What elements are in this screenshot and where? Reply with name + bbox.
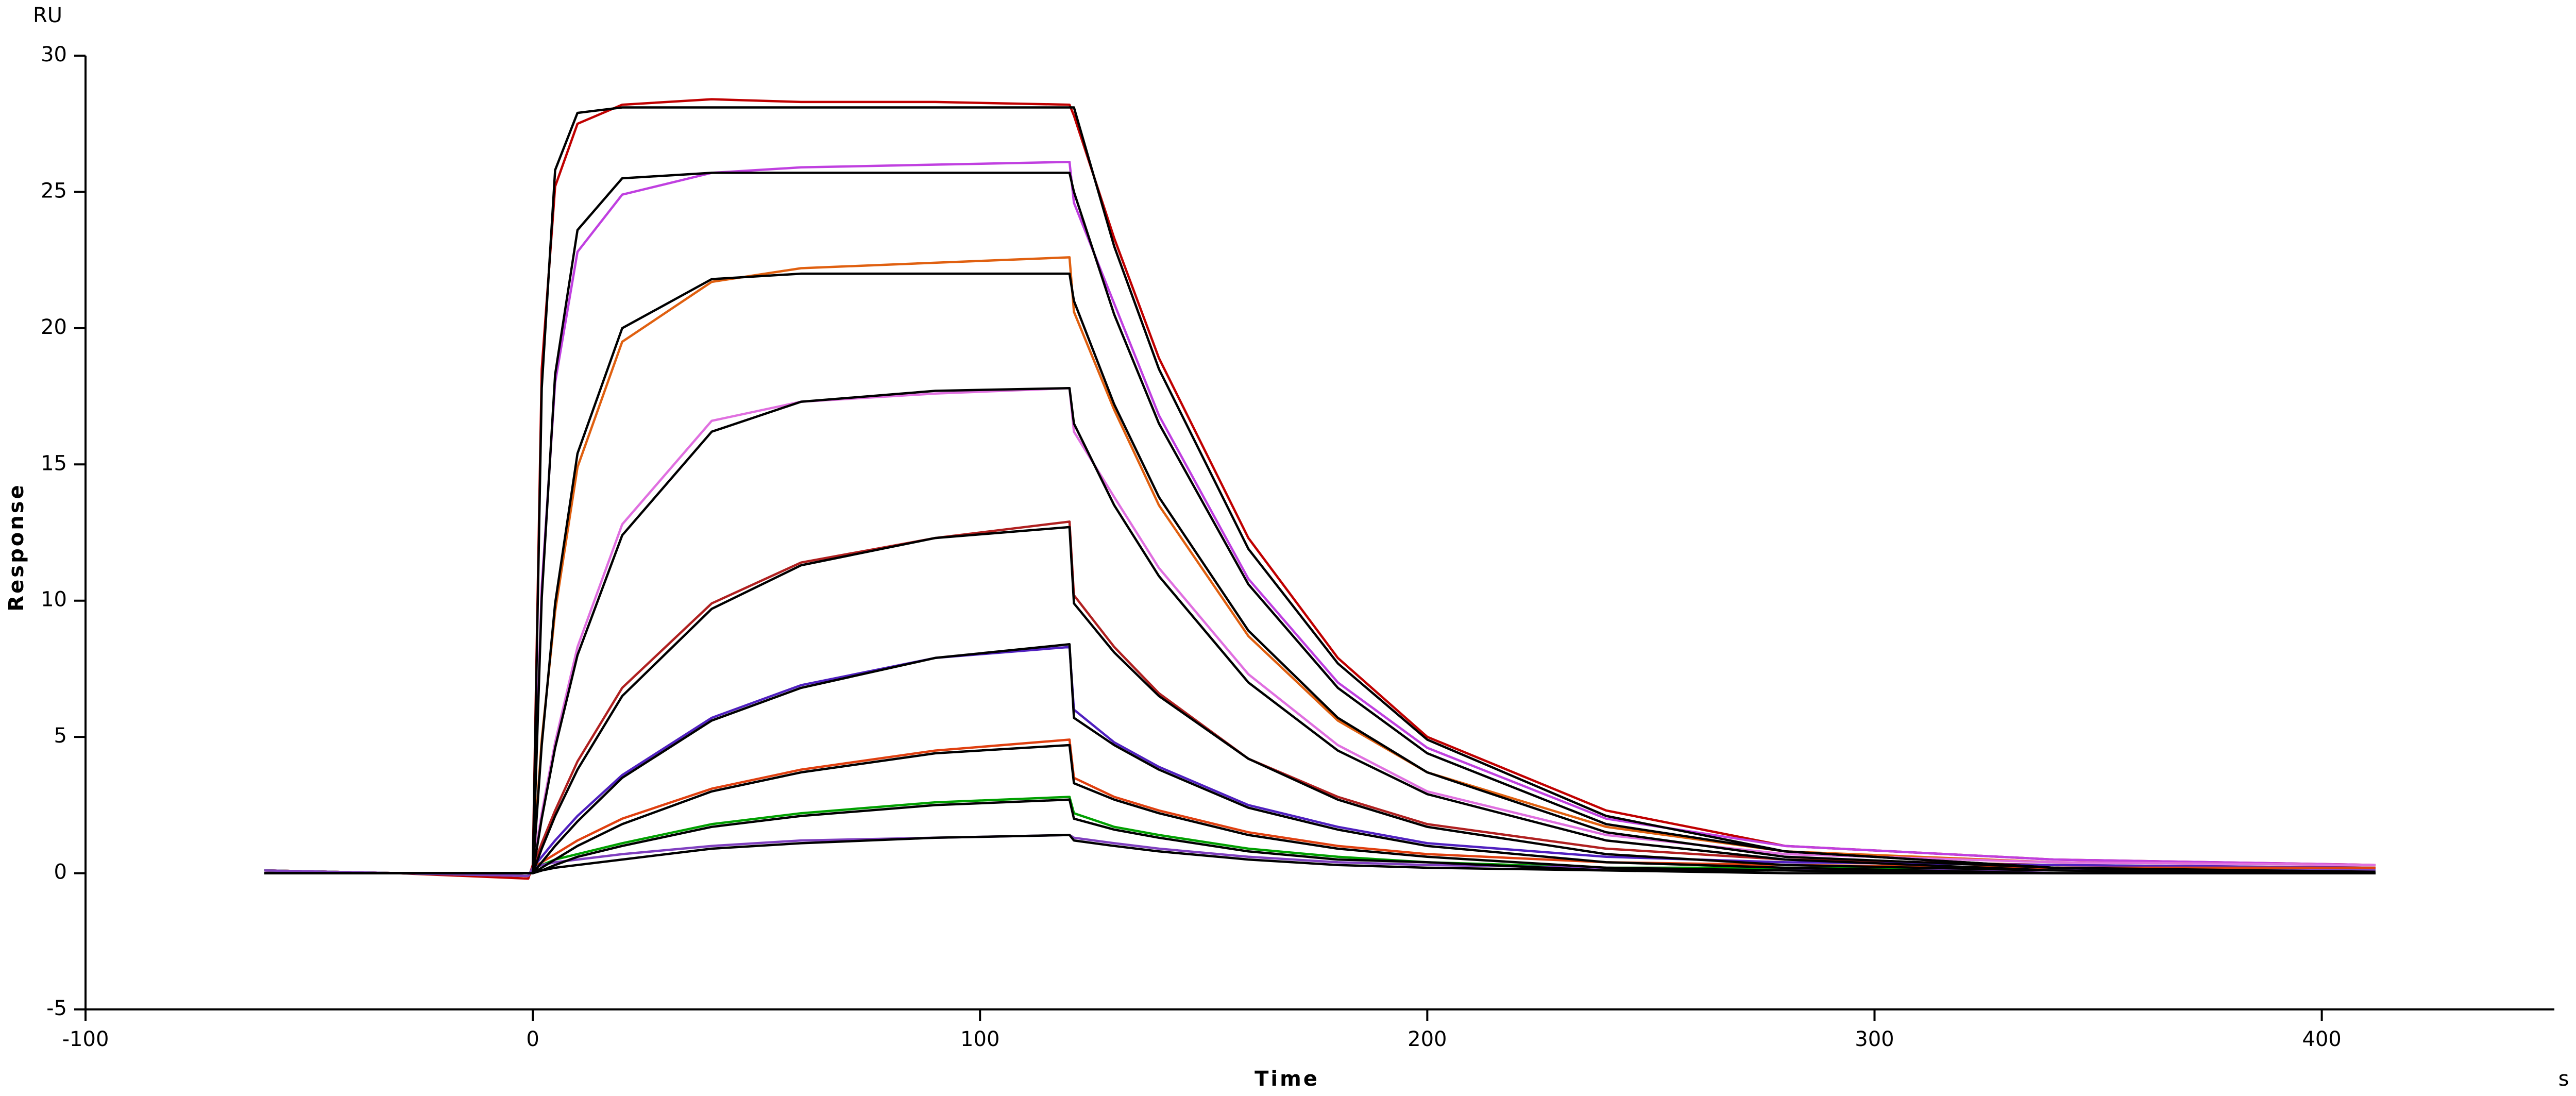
sensorgram-curve bbox=[264, 834, 2376, 874]
y-tick-label: 30 bbox=[41, 43, 67, 66]
y-tick-label: -5 bbox=[46, 997, 67, 1020]
x-tick-label: 300 bbox=[1855, 1027, 1894, 1051]
sensorgram-curve bbox=[264, 386, 2376, 874]
sensorgram-curve bbox=[264, 744, 2376, 874]
sensorgram-curve bbox=[264, 161, 2376, 878]
y-tick-label: 10 bbox=[41, 588, 67, 612]
sensorgram-curve bbox=[264, 172, 2376, 874]
x-tick-label: 100 bbox=[960, 1027, 999, 1051]
sensorgram-curve bbox=[264, 646, 2376, 878]
sensorgram-curve bbox=[264, 738, 2376, 878]
sensorgram-curve bbox=[264, 520, 2376, 878]
x-tick-label: 0 bbox=[526, 1027, 539, 1051]
y-tick-label: 0 bbox=[54, 861, 67, 884]
sensorgram-curve bbox=[264, 106, 2376, 874]
y-tick-label: 25 bbox=[41, 179, 67, 203]
x-unit: s bbox=[2558, 1067, 2569, 1091]
x-tick-label: 200 bbox=[1408, 1027, 1447, 1051]
sensorgram-curve bbox=[264, 272, 2376, 874]
sensorgram-curve bbox=[264, 526, 2376, 874]
sensorgram-curve bbox=[264, 256, 2376, 878]
sensorgram-curve bbox=[264, 643, 2376, 874]
x-tick-label: -100 bbox=[62, 1027, 109, 1051]
y-unit: RU bbox=[33, 4, 62, 27]
x-tick-label: 400 bbox=[2302, 1027, 2341, 1051]
x-axis-label: Time bbox=[1255, 1067, 1319, 1091]
y-tick-label: 20 bbox=[41, 315, 67, 339]
y-tick-label: 15 bbox=[41, 451, 67, 475]
y-axis-label: Response bbox=[5, 483, 28, 611]
y-tick-label: 5 bbox=[54, 724, 67, 748]
